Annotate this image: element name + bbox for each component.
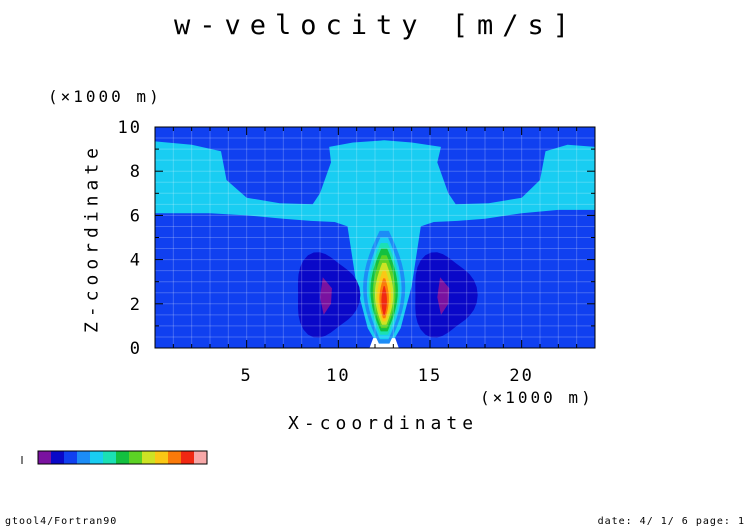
x-axis-label: X-coordinate [288,413,479,434]
color-legend [21,450,208,465]
x-tick-label: 5 [241,366,253,386]
tick-marks [155,126,595,349]
grid-lines [155,127,595,348]
y-tick-label: 0 [130,339,142,359]
x-tick-label: 10 [326,366,350,386]
y-tick-label: 8 [130,162,142,182]
color-legend-swatch [103,451,116,464]
color-legend-swatch [116,451,129,464]
y-tick-label: 6 [130,206,142,226]
footer-program: gtool4/Fortran90 [5,516,118,527]
y-axis-unit: (×1000 m) [48,87,162,106]
color-legend-swatch [142,451,155,464]
color-legend-border [37,450,208,465]
contour-region-downdraft-core-1 [320,277,332,315]
y-axis-label: Z-coordinate [81,142,103,334]
x-axis-unit: (×1000 m) [480,388,594,407]
color-legend-swatch [51,451,64,464]
chart-title: w-velocity [m/s] [173,10,579,41]
color-legend-swatch [155,451,168,464]
y-tick-label: 2 [130,295,142,315]
y-tick-label: 4 [130,251,142,271]
color-legend-swatch [38,451,51,464]
footer-date-page: date: 4/ 1/ 6 page: 1 [597,516,745,527]
color-legend-swatch [90,451,103,464]
y-tick-label: 10 [118,118,142,138]
color-legend-swatch [181,451,194,464]
contour-fill [155,127,595,348]
color-legend-swatch [64,451,77,464]
color-legend-swatch [129,451,142,464]
contour-region-downdraft-core-2 [437,277,450,315]
color-legend-swatch [77,451,90,464]
contour-region-updraft-level-11 [381,286,387,315]
color-legend-swatch [194,451,207,464]
x-tick-label: 20 [509,366,533,386]
color-legend-swatch [168,451,181,464]
x-tick-label: 15 [418,366,442,386]
tick-labels: 5 10 15 20 0 2 4 6 8 10 [118,118,533,386]
